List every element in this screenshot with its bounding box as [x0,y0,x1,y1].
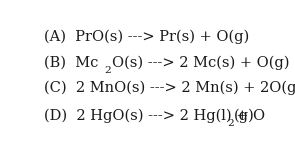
Text: (g): (g) [234,109,255,123]
Text: O(s) ---> 2 Mc(s) + O(g): O(s) ---> 2 Mc(s) + O(g) [112,55,289,69]
Text: (D)  2 HgO(s) ---> 2 Hg(l) + O: (D) 2 HgO(s) ---> 2 Hg(l) + O [44,109,265,123]
Text: 2: 2 [227,119,234,128]
Text: (C)  2 MnO(s) ---> 2 Mn(s) + 2O(g): (C) 2 MnO(s) ---> 2 Mn(s) + 2O(g) [44,80,295,95]
Text: (A)  PrO(s) ---> Pr(s) + O(g): (A) PrO(s) ---> Pr(s) + O(g) [44,30,249,44]
Text: 2: 2 [104,65,111,75]
Text: (B)  Mc: (B) Mc [44,55,98,69]
